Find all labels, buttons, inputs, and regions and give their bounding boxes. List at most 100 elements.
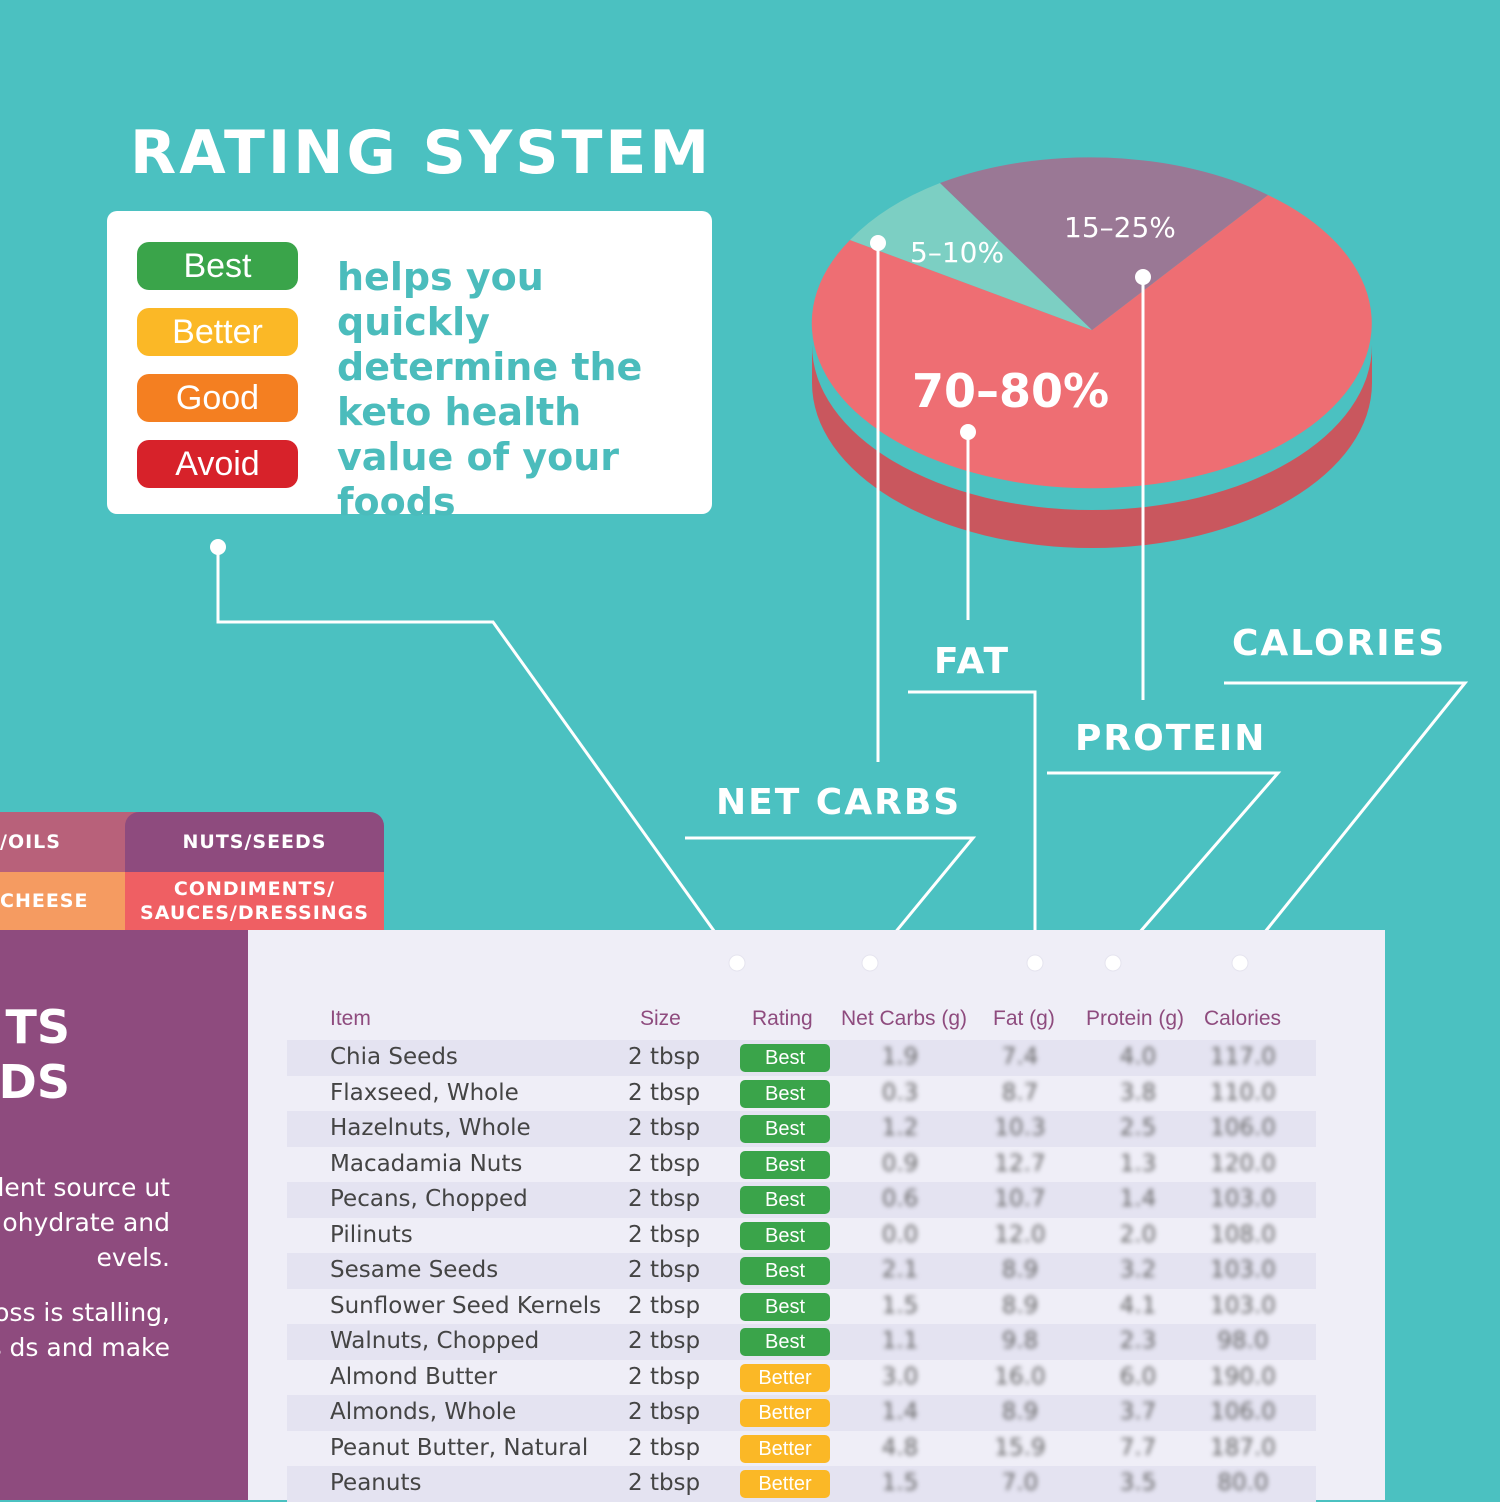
item-size: 2 tbsp (628, 1399, 701, 1425)
rating-badge: Best (740, 1044, 830, 1072)
fat-value: 8.9 (1001, 1257, 1039, 1283)
rating-system-title: RATING SYSTEM (130, 118, 713, 188)
calories-value: 103.0 (1210, 1257, 1276, 1283)
table-row: Macadamia Nuts 2 tbsp Best 0.9 12.7 1.3 120.0 (287, 1147, 1316, 1183)
calories-underline (1224, 681, 1469, 964)
item-size: 2 tbsp (628, 1221, 701, 1248)
item-size: 2 tbsp (628, 1328, 701, 1354)
item-name: Hazelnuts, Whole (330, 1115, 531, 1141)
item-name: Walnuts, Chopped (330, 1328, 540, 1354)
net-carbs-value: 1.9 (881, 1044, 919, 1070)
fat-label: FAT (934, 641, 1011, 682)
fat-value: 10.7 (994, 1186, 1046, 1212)
table-row: Sesame Seeds 2 tbsp Best 2.1 8.9 3.2 103.0 (287, 1253, 1316, 1289)
rating-badge: Best (740, 1186, 830, 1214)
table-row: Peanut Butter, Natural 2 tbsp Better 4.8 15.… (287, 1431, 1316, 1467)
side-text: d seeds are llent source ut be mindful o… (0, 1170, 170, 1365)
table-row: Chia Seeds 2 tbsp Best 1.9 7.4 4.0 117.0 (287, 1040, 1316, 1076)
calories-value: 190.0 (1210, 1363, 1276, 1390)
item-name: Pecans, Chopped (330, 1186, 528, 1212)
fat-value: 8.9 (1001, 1292, 1039, 1319)
calories-value: 110.0 (1210, 1079, 1276, 1106)
fat-value: 7.0 (1001, 1470, 1039, 1496)
table-row: Flaxseed, Whole 2 tbsp Best 0.3 8.7 3.8 110.0 (287, 1076, 1316, 1112)
item-size: 2 tbsp (628, 1115, 701, 1141)
net-carbs-value: 1.1 (881, 1328, 919, 1354)
net-carbs-value: 0.3 (881, 1079, 919, 1106)
net-carbs-value: 1.5 (881, 1470, 919, 1496)
item-size: 2 tbsp (628, 1470, 701, 1496)
fat-underline (908, 690, 1037, 963)
protein-value: 2.3 (1119, 1328, 1157, 1354)
item-size: 2 tbsp (628, 1079, 701, 1106)
net-carbs-value: 2.1 (881, 1257, 919, 1283)
rating-badge: Best (740, 1079, 830, 1108)
protein-value: 4.0 (1119, 1044, 1157, 1070)
item-name: Peanuts (330, 1470, 422, 1496)
fat-value: 10.3 (994, 1115, 1046, 1141)
rating-badge: Best (740, 1292, 830, 1321)
item-name: Peanut Butter, Natural (330, 1434, 589, 1461)
net-carbs-value: 0.0 (881, 1221, 919, 1248)
item-name: Macadamia Nuts (330, 1150, 523, 1177)
side-paragraph-2: nd that your oss is stalling, k on nuts … (0, 1298, 170, 1362)
fat-value: 8.7 (1001, 1079, 1039, 1106)
calories-value: 106.0 (1210, 1399, 1276, 1425)
heading-line-2: DS (0, 1055, 70, 1109)
protein-value: 3.7 (1119, 1399, 1157, 1425)
item-name: Sesame Seeds (330, 1257, 499, 1283)
protein-value: 3.8 (1119, 1079, 1157, 1106)
rating-badge: Better (740, 1470, 830, 1498)
fat-value: 15.9 (994, 1434, 1046, 1461)
fat-value: 16.0 (994, 1363, 1046, 1390)
calories-value: 120.0 (1210, 1150, 1276, 1177)
net-carbs-value: 1.2 (881, 1115, 919, 1141)
fat-value: 8.9 (1001, 1399, 1039, 1425)
protein-value: 3.5 (1119, 1470, 1157, 1496)
pie-slice-fat (811, 195, 1372, 489)
badge-better: Better (137, 308, 298, 356)
header-size: Size (640, 1007, 681, 1030)
protein-value: 7.7 (1119, 1434, 1157, 1461)
rating-badge: Best (740, 1257, 830, 1285)
calories-value: 98.0 (1217, 1328, 1269, 1354)
calories-value: 103.0 (1210, 1292, 1276, 1319)
badge-best: Best (137, 242, 298, 290)
item-name: Sunflower Seed Kernels (330, 1292, 602, 1319)
header-protein: Protein (g) (1086, 1007, 1185, 1030)
connector-dots (210, 235, 1151, 555)
calories-value: 108.0 (1210, 1221, 1276, 1248)
item-size: 2 tbsp (628, 1363, 701, 1390)
fat-value: 12.0 (994, 1221, 1046, 1248)
table-row: Almond Butter 2 tbsp Better 3.0 16.0 6.0 190.0 (287, 1360, 1316, 1396)
calories-value: 187.0 (1210, 1434, 1276, 1461)
side-paragraph-1: d seeds are llent source ut be mindful o… (0, 1173, 170, 1272)
rating-badge: Better (740, 1434, 830, 1463)
pie-slice-carbs (850, 183, 1092, 330)
net-carbs-underline (685, 836, 977, 964)
item-name: Almonds, Whole (330, 1399, 517, 1425)
item-name: Chia Seeds (330, 1044, 458, 1070)
header-fat: Fat (g) (993, 1007, 1055, 1030)
net-carbs-value: 3.0 (881, 1363, 919, 1390)
calories-value: 103.0 (1210, 1186, 1276, 1212)
tab-nuts-seeds[interactable]: NUTS/SEEDS (125, 812, 384, 872)
rating-description: helps you quickly determine the keto hea… (337, 255, 643, 524)
net-carbs-value: 0.9 (881, 1150, 919, 1177)
badge-good: Good (137, 374, 298, 422)
protein-value: 1.3 (1119, 1150, 1157, 1177)
table-row: Hazelnuts, Whole 2 tbsp Best 1.2 10.3 2.5 106.… (287, 1111, 1316, 1147)
rating-connector (216, 547, 739, 964)
fat-value: 7.4 (1001, 1044, 1039, 1070)
net-carbs-value: 1.4 (881, 1399, 919, 1425)
calories-label: CALORIES (1232, 623, 1447, 664)
calories-value: 106.0 (1210, 1115, 1276, 1141)
tab-condiments[interactable]: CONDIMENTS/ SAUCES/DRESSINGS (125, 872, 384, 930)
table-row: Walnuts, Chopped 2 tbsp Best 1.1 9.8 2.3 98.0 (287, 1324, 1316, 1360)
item-size: 2 tbsp (628, 1150, 701, 1177)
fat-value: 9.8 (1001, 1328, 1039, 1354)
fat-value: 12.7 (994, 1150, 1046, 1177)
pie-side (812, 345, 1372, 548)
